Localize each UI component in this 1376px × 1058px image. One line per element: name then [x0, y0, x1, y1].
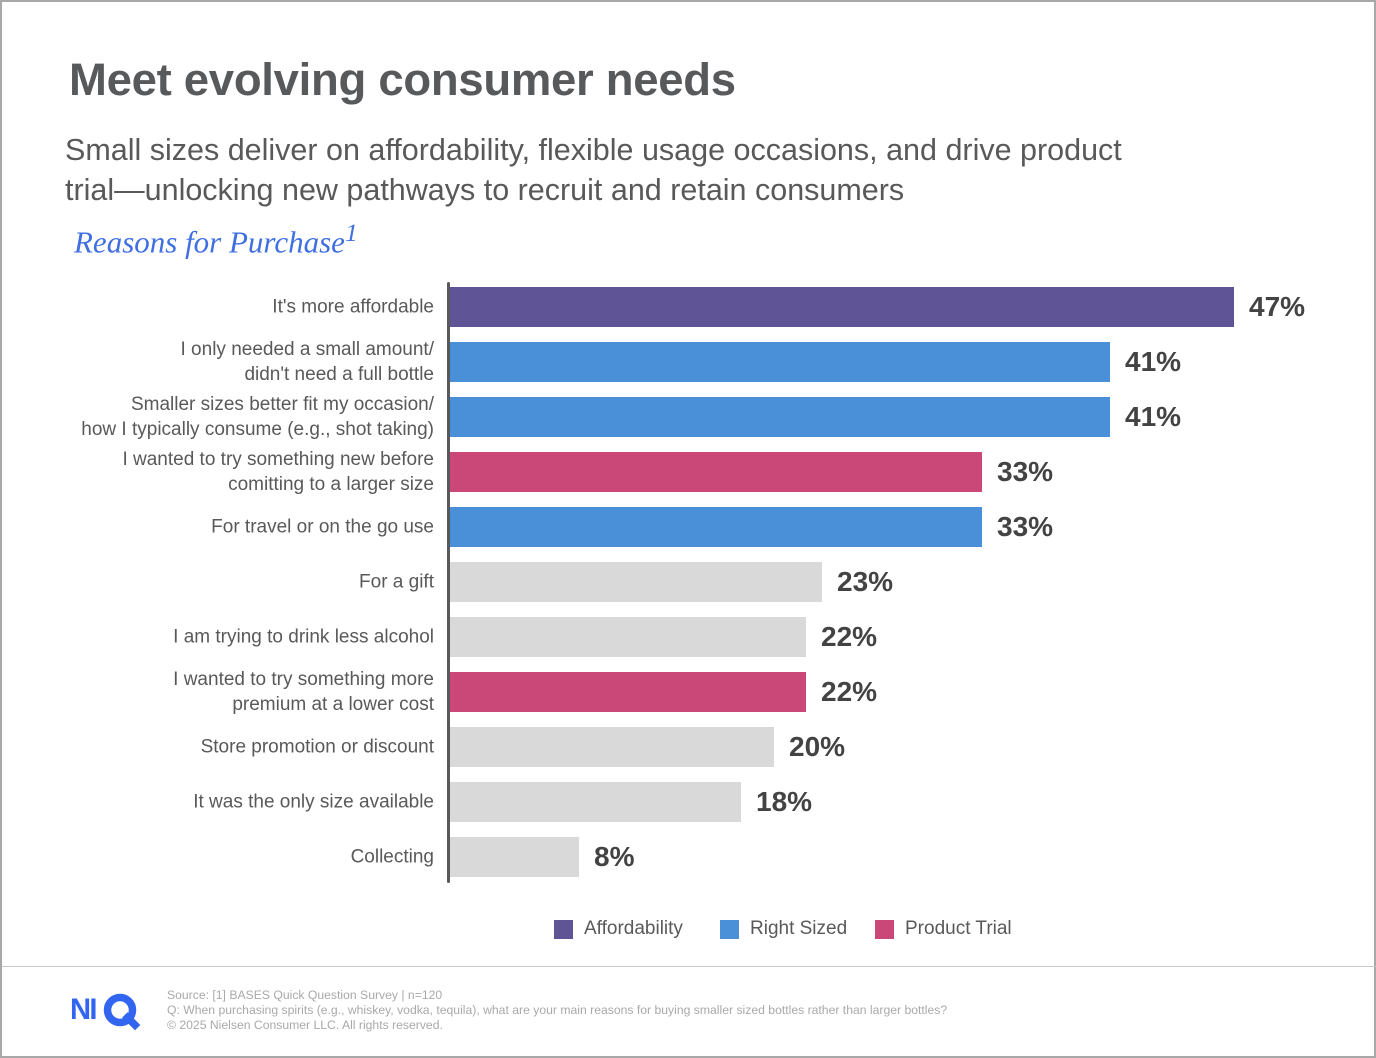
svg-text:NI: NI: [70, 994, 96, 1026]
